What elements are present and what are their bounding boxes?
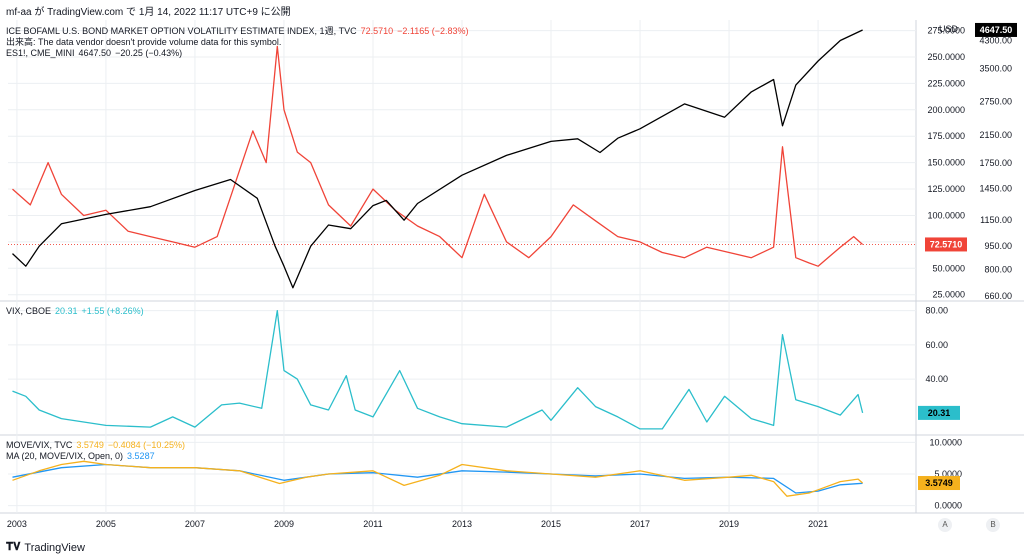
move-tick-label: 125.0000 <box>927 184 965 194</box>
ratio-price-tag-group: 3.5749 <box>918 476 960 491</box>
es-tick-label: 2750.00 <box>979 96 1012 106</box>
pane3-legend: MOVE/VIX, TVC 3.5749 −0.4084 (−10.25%) MA … <box>6 440 189 462</box>
vix-legend-change: +1.55 (+8.26%) <box>81 306 144 316</box>
move-legend-value: 72.5710 <box>360 26 394 36</box>
es-price-tag-bg <box>975 22 1017 37</box>
left-currency-label: USD <box>939 24 959 34</box>
x-tick-label: 2009 <box>274 519 294 529</box>
move-tick-label: 175.0000 <box>927 131 965 141</box>
vix-tick-label: 80.00 <box>925 306 948 316</box>
es-tick-label: 2150.00 <box>979 130 1012 140</box>
move-tick-label: 25.0000 <box>932 290 965 300</box>
x-tick-label: 2017 <box>630 519 650 529</box>
x-tick-label: 2013 <box>452 519 472 529</box>
es-tick-label: 4300.00 <box>979 36 1012 46</box>
es-price-tag-group: 4647.50 <box>975 22 1017 37</box>
ma-series-line <box>12 463 863 494</box>
ma-legend-value: 3.5287 <box>127 451 155 461</box>
ratio-series-line <box>12 460 864 497</box>
ratio-tick-label: 0.0000 <box>934 501 962 511</box>
es-tick-label: 3500.00 <box>979 64 1012 74</box>
x-tick-label: 2021 <box>808 519 828 529</box>
ratio-price-tag: 3.5749 <box>925 478 953 488</box>
vix-tick-label: 40.00 <box>925 374 948 384</box>
move-tick-label: 50.0000 <box>932 263 965 273</box>
pane2-legend: VIX, CBOE 20.31 +1.55 (+8.26%) <box>6 306 148 317</box>
vix-series-line <box>12 309 864 430</box>
move-tick-label: 100.0000 <box>927 210 965 220</box>
es-tick-label: 660.00 <box>984 291 1012 301</box>
ratio-legend-value: 3.5749 <box>76 440 104 450</box>
x-tick-label: 2007 <box>185 519 205 529</box>
auto-scale-button[interactable]: A <box>938 518 952 532</box>
vix-price-tag-group: 20.31 <box>918 405 960 420</box>
ratio-legend-title: MOVE/VIX, TVC <box>6 440 73 450</box>
move-legend-title: ICE BOFAML U.S. BOND MARKET OPTION VOLAT… <box>6 26 357 36</box>
move-price-tag-group: 72.5710 <box>925 237 967 252</box>
vix-price-tag: 20.31 <box>928 408 951 418</box>
es-legend-change: −20.25 (−0.43%) <box>115 48 183 58</box>
ratio-legend-change: −0.4084 (−10.25%) <box>107 440 185 450</box>
footer: 𝐓𝐕 TradingView <box>6 541 85 554</box>
move-tick-label: 200.0000 <box>927 105 965 115</box>
vix-legend-value: 20.31 <box>55 306 78 316</box>
publish-header: mf-aa が TradingView.com で 1月 14, 2022 11… <box>6 7 291 18</box>
x-tick-label: 2011 <box>363 519 382 529</box>
vix-tick-label: 60.00 <box>925 340 948 350</box>
es-tick-label: 950.00 <box>984 241 1012 251</box>
tradingview-logo-icon: 𝐓𝐕 <box>6 541 21 553</box>
vix-price-tag-bg <box>918 405 960 420</box>
move-price-tag: 72.5710 <box>930 239 963 249</box>
volume-note: 出来高: The data vendor doesn't provide vol… <box>6 37 282 47</box>
ratio-tick-label: 5.0000 <box>934 469 962 479</box>
move-tick-label: 275.0000 <box>927 26 965 36</box>
es-price-tag: 4647.50 <box>980 25 1013 35</box>
move-tick-label: 250.0000 <box>927 52 965 62</box>
x-tick-label: 2019 <box>719 519 739 529</box>
move-price-tag-bg <box>925 237 967 252</box>
es-tick-label: 1450.00 <box>979 184 1012 194</box>
x-tick-label: 2003 <box>7 519 27 529</box>
es-tick-label: 1750.00 <box>979 158 1012 168</box>
ma-legend-title: MA (20, MOVE/VIX, Open, 0) <box>6 451 124 461</box>
es-tick-label: 800.00 <box>984 265 1012 275</box>
x-tick-label: 2015 <box>541 519 561 529</box>
log-scale-button[interactable]: B <box>986 518 1000 532</box>
ratio-price-tag-bg <box>918 476 960 491</box>
vix-legend-title: VIX, CBOE <box>6 306 52 316</box>
move-tick-label: 150.0000 <box>927 158 965 168</box>
es-series-line <box>12 29 863 289</box>
footer-brand[interactable]: TradingView <box>24 541 85 554</box>
ratio-tick-label: 10.0000 <box>929 437 962 447</box>
pane1-legend: ICE BOFAML U.S. BOND MARKET OPTION VOLAT… <box>6 26 473 59</box>
move-series-line <box>12 45 864 267</box>
es-legend-value: 4647.50 <box>78 48 112 58</box>
move-tick-label: 225.0000 <box>927 78 965 88</box>
x-tick-label: 2005 <box>96 519 116 529</box>
es-tick-label: 1150.00 <box>980 215 1012 225</box>
es-legend-title: ES1!, CME_MINI <box>6 48 75 58</box>
move-legend-change: −2.1165 (−2.83%) <box>397 26 469 36</box>
